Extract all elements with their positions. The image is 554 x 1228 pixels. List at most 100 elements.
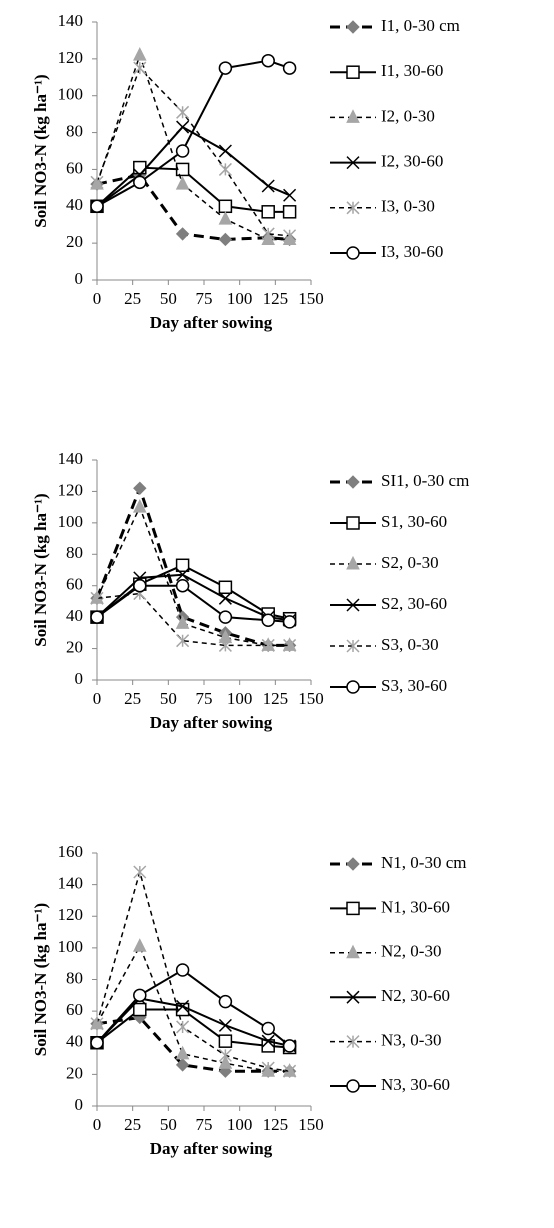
y-tick-label: 60 (66, 575, 83, 594)
x-tick-label: 0 (93, 689, 102, 708)
y-tick-label: 60 (66, 1000, 83, 1019)
y-tick-label: 0 (75, 669, 84, 688)
x-tick-label: 150 (298, 1115, 324, 1134)
marker (90, 175, 104, 189)
marker (218, 580, 233, 595)
x-tick-label: 100 (227, 689, 253, 708)
marker (176, 120, 190, 134)
marker (175, 578, 190, 593)
marker (175, 558, 190, 573)
series-line (96, 505, 290, 647)
series-line (96, 573, 290, 622)
marker (283, 638, 297, 652)
marker (346, 20, 360, 34)
legend-label: S2, 30-60 (381, 594, 447, 613)
legend-label: I1, 30-60 (381, 61, 443, 80)
marker (218, 638, 232, 652)
series-line (95, 483, 290, 647)
x-tick-label: 0 (93, 1115, 102, 1134)
marker (261, 1039, 275, 1053)
legend-label: N1, 0-30 cm (381, 853, 466, 872)
marker (218, 232, 233, 247)
series-line (96, 592, 290, 647)
marker (283, 229, 297, 243)
legend-label: S3, 30-60 (381, 676, 447, 695)
marker (175, 144, 190, 158)
y-tick-label: 60 (66, 158, 83, 177)
legend-label: I1, 0-30 cm (381, 16, 460, 35)
y-tick-label: 120 (58, 48, 84, 67)
marker (261, 227, 275, 241)
x-tick-label: 150 (298, 289, 324, 308)
marker (176, 1020, 190, 1034)
chart: 0 20 40 60 80 100 120 140 0 25 50 75 100 125 150 Day af… (31, 449, 469, 732)
marker (218, 211, 233, 225)
y-tick-label: 120 (58, 480, 84, 499)
legend-label: S3, 0-30 (381, 635, 439, 654)
marker (283, 188, 297, 202)
legend-label: N1, 30-60 (381, 897, 450, 916)
marker (346, 598, 360, 612)
marker (133, 175, 147, 190)
marker (261, 205, 275, 219)
marker (176, 568, 190, 582)
marker (346, 475, 360, 489)
marker (346, 246, 360, 260)
marker (90, 199, 104, 214)
marker (132, 47, 147, 61)
series-line (96, 869, 290, 1072)
x-tick-label: 25 (124, 289, 141, 308)
series-line (96, 997, 290, 1047)
series-line (96, 564, 290, 620)
marker (175, 176, 190, 190)
legend-label: S1, 30-60 (381, 512, 447, 531)
y-tick-label: 100 (58, 937, 84, 956)
marker (218, 1018, 232, 1032)
marker (261, 638, 275, 652)
marker (218, 1055, 233, 1069)
legend-label: N3, 30-60 (381, 1075, 450, 1094)
series-line (96, 66, 290, 237)
marker (176, 105, 190, 119)
marker (133, 865, 147, 879)
marker (90, 1017, 104, 1031)
x-tick-label: 0 (93, 289, 102, 308)
series-line (96, 173, 290, 241)
x-tick-label: 125 (263, 689, 289, 708)
marker (133, 481, 147, 495)
series-line (96, 125, 290, 208)
y-tick-label: 140 (58, 874, 84, 893)
y-tick-label: 40 (66, 195, 83, 214)
marker (283, 1064, 297, 1078)
marker (346, 201, 360, 215)
legend-label: N2, 30-60 (381, 986, 450, 1005)
x-tick-label: 25 (124, 1115, 141, 1134)
series-line (96, 968, 291, 1047)
marker (346, 516, 360, 530)
legend-label: S2, 0-30 (381, 553, 439, 572)
marker (175, 1058, 190, 1072)
marker (175, 1045, 190, 1060)
y-axis-title: Soil NO3-N (kg ha⁻¹) (31, 903, 50, 1056)
marker (346, 944, 360, 959)
y-tick-label: 20 (66, 637, 83, 656)
marker (218, 162, 232, 176)
marker (346, 990, 360, 1004)
marker (282, 61, 297, 75)
marker (218, 994, 233, 1009)
marker (175, 227, 190, 241)
y-tick-label: 0 (75, 1095, 84, 1114)
y-tick-label: 140 (58, 11, 84, 30)
x-axis-title: Day after sowing (150, 1139, 273, 1158)
series-line (96, 944, 290, 1072)
legend-label: I3, 30-60 (381, 242, 443, 261)
marker (133, 988, 147, 1003)
marker (90, 591, 104, 605)
x-tick-label: 75 (196, 1115, 213, 1134)
marker (218, 61, 233, 75)
marker (346, 65, 360, 79)
y-tick-label: 140 (58, 449, 84, 468)
series-line (96, 1008, 290, 1049)
marker (261, 613, 275, 628)
